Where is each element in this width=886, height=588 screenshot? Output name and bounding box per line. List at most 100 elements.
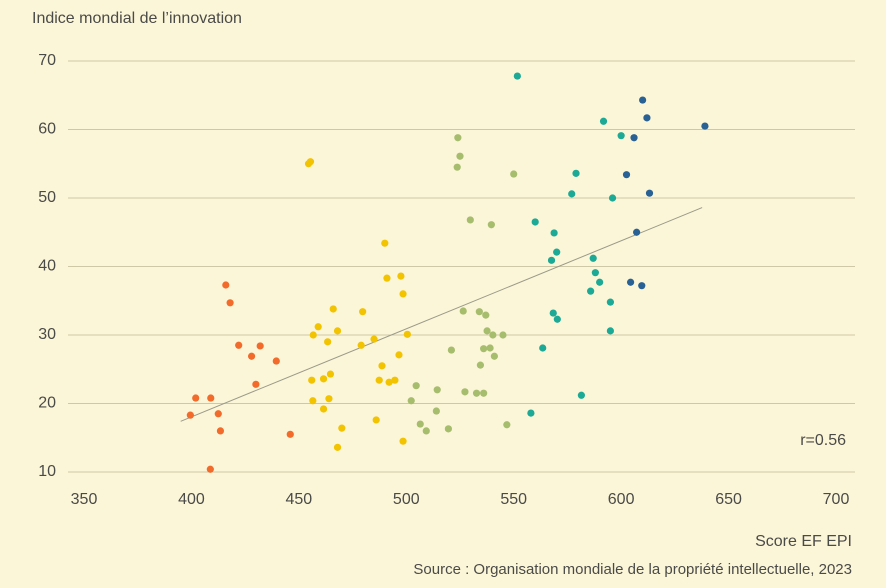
point (329, 305, 337, 313)
point (483, 327, 491, 335)
point (226, 299, 234, 307)
point (338, 424, 346, 432)
point (638, 282, 646, 290)
point (391, 376, 399, 384)
point (490, 352, 498, 360)
point (333, 327, 342, 335)
y-tick-label: 40 (38, 258, 56, 275)
point (272, 357, 280, 365)
point (256, 342, 264, 350)
point (422, 427, 430, 435)
point (459, 307, 467, 315)
point (531, 218, 539, 226)
point (314, 323, 322, 331)
point (645, 189, 654, 197)
point (399, 290, 407, 298)
point (487, 221, 495, 229)
point (433, 386, 441, 394)
point (325, 395, 333, 403)
point (447, 346, 456, 354)
point (395, 351, 403, 359)
point (589, 254, 597, 262)
point (186, 411, 194, 419)
point (383, 274, 391, 282)
point (207, 394, 215, 402)
point (397, 272, 405, 280)
point (475, 308, 483, 316)
point (359, 308, 367, 316)
point (247, 352, 256, 360)
point (639, 96, 647, 104)
point (454, 134, 462, 142)
point (306, 158, 315, 166)
point (701, 122, 709, 130)
point (503, 421, 511, 429)
point (412, 382, 420, 390)
point (513, 72, 521, 80)
point (630, 134, 638, 142)
point (472, 389, 481, 397)
point (626, 278, 635, 286)
point (553, 248, 561, 256)
x-tick-label: 600 (608, 491, 635, 508)
point (416, 420, 424, 428)
point (587, 287, 595, 295)
point (480, 389, 488, 397)
point (399, 437, 407, 445)
point (553, 315, 561, 323)
annotation: r=0.56 (800, 432, 846, 449)
point (577, 391, 585, 399)
point (333, 443, 342, 451)
point (319, 375, 328, 383)
x-tick-label: 350 (71, 491, 98, 508)
point (633, 228, 641, 236)
point (214, 410, 222, 418)
point (568, 190, 576, 198)
point (385, 378, 393, 386)
x-tick-label: 500 (393, 491, 420, 508)
x-axis-label: Score EF EPI (755, 533, 852, 550)
point (252, 380, 260, 388)
point (319, 405, 328, 413)
point (206, 465, 214, 473)
point (499, 331, 507, 339)
point (216, 427, 225, 435)
point (381, 239, 389, 247)
x-tick-label: 450 (286, 491, 313, 508)
point (461, 388, 469, 396)
point (550, 229, 558, 237)
point (482, 311, 490, 319)
point (378, 362, 386, 370)
y-tick-label: 30 (38, 326, 56, 343)
point (617, 132, 625, 140)
point (432, 407, 440, 415)
point (222, 281, 230, 289)
point (456, 152, 464, 160)
point (370, 335, 378, 343)
point (489, 331, 497, 339)
chart-title: Indice mondial de l’innovation (32, 10, 242, 27)
point (539, 344, 547, 352)
point (622, 171, 631, 179)
x-tick-label: 650 (715, 491, 742, 508)
y-tick-label: 10 (38, 463, 56, 480)
point (326, 370, 335, 378)
point (486, 344, 494, 352)
point (606, 298, 615, 306)
point (606, 327, 615, 335)
point (599, 117, 608, 125)
point (308, 376, 316, 384)
point (192, 394, 200, 402)
x-tick-label: 700 (823, 491, 850, 508)
point (549, 309, 557, 317)
point (591, 269, 599, 277)
point (309, 331, 317, 339)
y-tick-label: 50 (38, 189, 56, 206)
point (466, 216, 474, 224)
trendline (180, 207, 703, 422)
point (403, 330, 411, 338)
point (572, 169, 580, 177)
